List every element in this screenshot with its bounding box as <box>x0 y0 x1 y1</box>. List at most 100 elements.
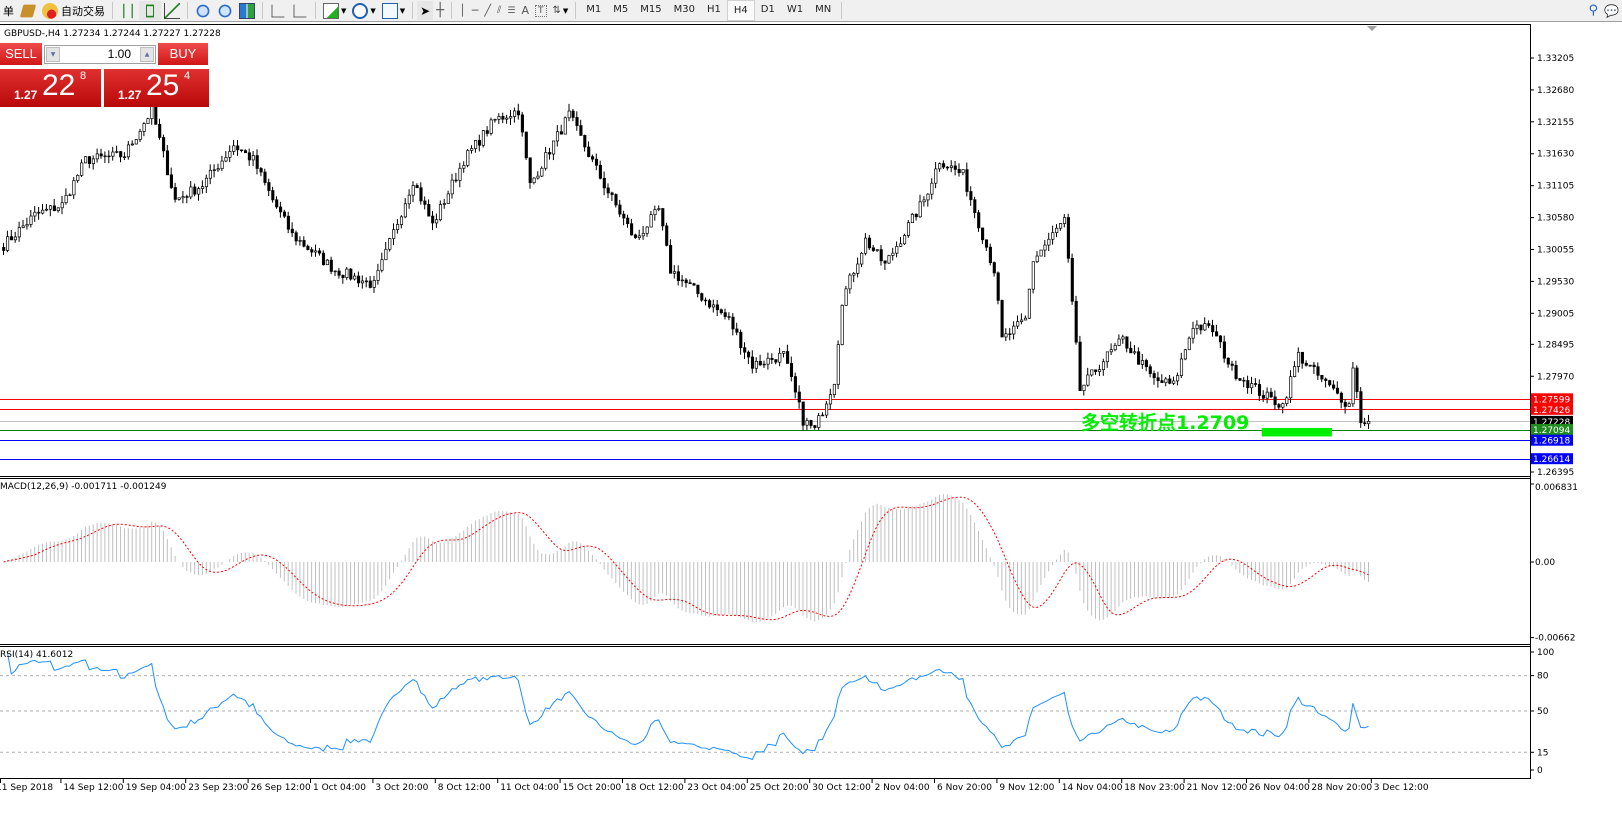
candle-bear <box>1218 335 1223 343</box>
new-order-button[interactable]: 单 <box>0 1 17 20</box>
indicators-button[interactable]: ▼ <box>320 1 349 20</box>
chart-window[interactable]: 1.33205 1.32680 1.32155 1.31630 1.31105 1.305… <box>0 22 1622 820</box>
line-chart-button[interactable] <box>161 1 183 20</box>
bar-chart-button[interactable] <box>117 1 139 20</box>
price-line-label: 1.27228 <box>1533 418 1570 428</box>
periods-button[interactable]: ▼ <box>349 1 378 20</box>
candle-bull <box>825 403 829 416</box>
candle-bear <box>337 270 341 276</box>
lot-increase-button[interactable]: ▲ <box>140 47 154 62</box>
candle-bear <box>704 299 708 302</box>
candle-bear <box>747 351 751 358</box>
sell-button[interactable]: SELL <box>0 43 42 65</box>
candle-bear <box>770 357 774 360</box>
text-button[interactable]: A <box>518 1 532 20</box>
lot-decrease-button[interactable]: ▼ <box>46 47 60 62</box>
chat-button[interactable]: 💬 <box>1601 1 1622 20</box>
candle-bear <box>977 212 981 229</box>
chart-shift-button[interactable] <box>289 1 311 20</box>
templates-button[interactable]: ▼ <box>379 1 408 20</box>
timeframe-d1[interactable]: D1 <box>760 4 775 15</box>
candle-bear <box>731 316 735 330</box>
time-label: 14 Nov 04:00 <box>1062 783 1123 793</box>
candle-bear <box>984 239 989 248</box>
candle-bull <box>1296 351 1301 367</box>
candle-bear <box>1156 377 1160 381</box>
candle-bull <box>1101 361 1106 370</box>
candle-bull <box>821 414 825 417</box>
vertical-line-icon: │ <box>459 4 466 17</box>
lot-size-input[interactable]: ▼ 1.00 ▲ <box>44 45 156 64</box>
bar-chart-icon <box>123 3 133 18</box>
candle-bull <box>922 199 926 203</box>
candle-bear <box>743 347 747 353</box>
candle-bear <box>279 206 283 213</box>
equidistant-channel-button[interactable]: ⫽ <box>494 1 504 20</box>
cursor-button[interactable]: ➤ <box>417 1 434 20</box>
candle-bull <box>848 274 852 290</box>
candle-bear <box>953 165 957 170</box>
price-axis[interactable]: 1.33205 1.32680 1.32155 1.31630 1.31105 1.305… <box>1530 54 1578 776</box>
candle-bull <box>536 175 540 179</box>
tile-windows-icon <box>239 2 255 19</box>
candle-bear <box>1269 391 1273 398</box>
candle-bear <box>282 211 287 217</box>
autotrading-button[interactable]: 自动交易 <box>39 1 108 20</box>
candle-bear <box>618 204 622 215</box>
candle-bear <box>1078 341 1082 392</box>
price-label: 1.31630 <box>1537 150 1574 160</box>
candle-bull <box>25 224 29 227</box>
candle-bear <box>700 293 704 301</box>
candle-bull <box>388 238 392 250</box>
buy-price-button[interactable]: 1.27 25 4 <box>104 69 209 107</box>
tile-windows-button[interactable] <box>236 1 258 20</box>
candle-bull <box>875 249 879 251</box>
candle-bear <box>750 356 755 369</box>
horizontal-line-button[interactable]: ─ <box>469 1 482 20</box>
candle-bear <box>1125 336 1129 349</box>
metaeditor-button[interactable] <box>17 1 39 20</box>
autoscroll-button[interactable] <box>267 1 289 20</box>
fibonacci-button[interactable]: ☰ <box>504 1 518 20</box>
candle-bear <box>524 131 528 159</box>
timeframe-mn[interactable]: MN <box>815 4 832 15</box>
candlestick-button[interactable] <box>139 1 161 20</box>
sell-price-button[interactable]: 1.27 22 8 <box>0 69 101 107</box>
text-label-button[interactable]: T <box>532 1 550 20</box>
candle-bull <box>852 273 856 276</box>
candle-bear <box>727 316 731 318</box>
candle-bear <box>1066 217 1070 259</box>
search-button[interactable]: ⚲ <box>1586 1 1602 20</box>
vertical-line-button[interactable]: │ <box>456 1 469 20</box>
timeframe-h1[interactable]: H1 <box>707 4 721 15</box>
candle-bull <box>711 304 716 308</box>
timeframe-m15[interactable]: M15 <box>640 4 662 15</box>
crosshair-button[interactable]: ┼ <box>433 1 447 20</box>
candle-bull <box>1187 337 1191 351</box>
candle-bear <box>1070 257 1074 302</box>
timeframe-m5[interactable]: M5 <box>613 4 629 15</box>
timeframe-h4[interactable]: H4 <box>726 0 755 21</box>
one-click-trading-panel: SELL ▼ 1.00 ▲ BUY 1.27 22 8 1.27 25 4 <box>0 43 209 107</box>
timeframe-m30[interactable]: M30 <box>673 4 696 15</box>
toolbar-separator <box>575 2 577 19</box>
candle-bull <box>505 117 509 120</box>
candle-bull <box>103 155 107 158</box>
timeframe-w1[interactable]: W1 <box>786 4 804 15</box>
price-line-label-bg <box>1531 393 1573 405</box>
zoom-out-button[interactable] <box>214 1 236 20</box>
time-axis[interactable]: 11 Sep 2018 14 Sep 12:00 19 Sep 04:00 23 Se… <box>0 778 1429 793</box>
rsi-axis-label: 50 <box>1537 707 1549 717</box>
candle-bear <box>107 155 111 158</box>
candle-bull <box>544 152 548 169</box>
chart-shift-marker[interactable] <box>1367 26 1377 31</box>
buy-button[interactable]: BUY <box>158 43 208 65</box>
timeframe-m1[interactable]: M1 <box>586 4 602 15</box>
arrows-button[interactable]: ⇅ ▼ <box>552 5 569 16</box>
candle-bear <box>267 182 271 191</box>
candle-bear <box>957 169 961 174</box>
zoom-in-button[interactable] <box>192 1 214 20</box>
candle-bull <box>1012 325 1016 335</box>
trendline-button[interactable]: ╱ <box>481 1 494 20</box>
new-order-label: 单 <box>3 4 14 18</box>
